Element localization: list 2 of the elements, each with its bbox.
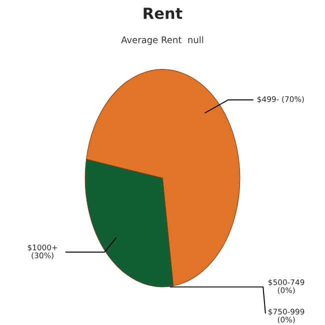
chart-subtitle: Average Rent null bbox=[121, 36, 204, 45]
chart-title: Rent bbox=[144, 8, 182, 20]
